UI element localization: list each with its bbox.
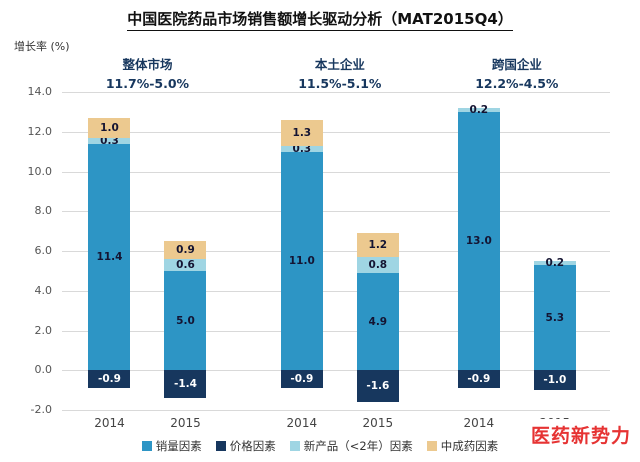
legend-swatch	[426, 441, 437, 451]
gridline	[62, 131, 610, 133]
bar-segment-volume: 13.0	[457, 111, 500, 371]
y-tick-label: 4.0	[34, 283, 53, 297]
group-header: 本土企业 11.5%-5.1%	[265, 56, 415, 94]
legend-item: 销量因素	[141, 438, 202, 454]
gridline	[62, 251, 610, 252]
y-tick-label: 10.0	[27, 164, 53, 178]
legend-label: 销量因素	[155, 439, 202, 453]
x-tick-label: 2014	[286, 416, 318, 430]
y-tick-label: 14.0	[27, 85, 53, 98]
x-tick-label: 2014	[463, 416, 495, 430]
bar-segment-price: -0.9	[88, 370, 131, 389]
bar-segment-new_product: 0.6	[164, 259, 207, 271]
group-name: 整体市场	[122, 57, 173, 72]
group-range-label: 12.2%-4.5%	[475, 75, 559, 91]
gridline	[62, 290, 610, 292]
bar-segment-tcm: 1.2	[356, 233, 399, 257]
bar-segment-volume: 11.0	[280, 151, 323, 371]
group-header: 整体市场 11.7%-5.0%	[72, 56, 222, 94]
bar-segment-tcm: 1.3	[280, 119, 323, 146]
legend-item: 新产品（<2年）因素	[289, 438, 413, 454]
bar-segment-price: -0.9	[280, 370, 323, 389]
bar-segment-tcm: 1.0	[88, 117, 131, 138]
bar-segment-new_product: 0.8	[356, 256, 399, 273]
legend: 销量因素 价格因素 新产品（<2年）因素 中成药因素	[0, 438, 640, 454]
group-name: 本土企业	[314, 57, 365, 72]
group-header: 跨国企业 12.2%-4.5%	[442, 56, 592, 94]
chart-title: 中国医院药品市场销售额增长驱动分析（MAT2015Q4）	[0, 8, 640, 31]
y-tick-label: 2.0	[34, 323, 53, 337]
x-tick-label: 2015	[362, 416, 394, 430]
y-tick-label: 8.0	[34, 204, 53, 218]
group-name: 跨国企业	[491, 57, 542, 72]
x-tick-label: 2014	[94, 416, 125, 430]
group-range-label: 11.7%-5.0%	[105, 75, 190, 91]
bar-segment-volume: 4.9	[356, 272, 399, 371]
bar-segment-new_product: 0.3	[280, 143, 323, 155]
legend-swatch	[141, 441, 152, 451]
gridline	[62, 211, 610, 213]
bar-segment-price: -1.6	[356, 370, 399, 403]
plot-area: 11.4 0.3 1.0 -0.9 5.0 0.6 0.9 -1.4 11.0 0.3 1.3 -0.…	[62, 92, 610, 411]
gridline	[62, 370, 610, 372]
y-tick-label: 6.0	[34, 244, 53, 257]
bar-segment-new_product: 0.2	[457, 104, 500, 116]
group-range-label: 11.5%-5.1%	[298, 75, 382, 91]
y-tick-label: 0.0	[34, 363, 53, 377]
gridline	[62, 410, 610, 411]
bar-segment-volume: 5.3	[533, 264, 576, 371]
bar-segment-new_product: 0.2	[533, 257, 576, 269]
bar-segment-price: -0.9	[457, 370, 500, 389]
legend-item: 中成药因素	[426, 438, 499, 454]
legend-label: 价格因素	[229, 439, 276, 453]
chart-title-text: 中国医院药品市场销售额增长驱动分析（MAT2015Q4）	[127, 10, 513, 31]
legend-label: 中成药因素	[440, 439, 499, 453]
legend-label: 新产品（<2年）因素	[303, 439, 413, 453]
gridline	[62, 92, 610, 93]
bar-segment-tcm: 0.9	[164, 241, 207, 259]
watermark: 医药新势力	[527, 419, 634, 450]
bar-segment-new_product: 0.3	[88, 135, 131, 147]
bar-segment-price: -1.4	[164, 370, 207, 399]
bar-segment-volume: 11.4	[88, 143, 131, 371]
legend-swatch	[215, 441, 226, 451]
legend-item: 价格因素	[215, 438, 276, 454]
y-tick-label: 12.0	[27, 124, 53, 138]
x-tick-label: 2015	[170, 416, 201, 430]
bar-segment-price: -1.0	[533, 370, 576, 391]
gridline	[62, 330, 610, 332]
legend-swatch	[289, 441, 300, 451]
gridline	[62, 171, 610, 173]
y-axis-label: 增长率 (%)	[14, 40, 70, 53]
y-tick-label: -2.0	[30, 403, 52, 416]
bar-segment-volume: 5.0	[164, 270, 207, 371]
